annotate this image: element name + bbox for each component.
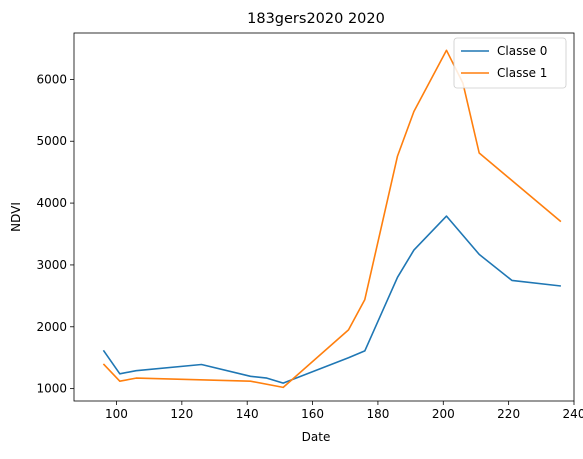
series-line-1 bbox=[102, 49, 562, 389]
x-tick-label: 160 bbox=[301, 407, 324, 421]
y-tick-label: 1000 bbox=[36, 382, 67, 396]
y-tick-label: 4000 bbox=[36, 196, 67, 210]
chart-title: 183gers2020 2020 bbox=[247, 11, 385, 27]
y-tick-label: 3000 bbox=[36, 258, 67, 272]
plot-area: 100 120 140 160 180 200 220 240 1000 2000 3000 4000… bbox=[36, 32, 583, 421]
x-axis-label: Date bbox=[302, 430, 331, 444]
x-tick-label: 100 bbox=[105, 407, 128, 421]
plot-frame bbox=[73, 32, 575, 402]
x-tick-label: 200 bbox=[432, 407, 455, 421]
legend-label-1: Classe 1 bbox=[497, 66, 547, 80]
legend-label-0: Classe 0 bbox=[497, 44, 547, 58]
x-tick-label: 240 bbox=[563, 407, 583, 421]
series-line-0 bbox=[102, 215, 561, 384]
y-axis-label: NDVI bbox=[9, 202, 23, 232]
legend: Classe 0 Classe 1 bbox=[453, 37, 567, 89]
y-tick-label: 2000 bbox=[36, 320, 67, 334]
x-tick-label: 120 bbox=[170, 407, 193, 421]
x-tick-label: 220 bbox=[497, 407, 520, 421]
y-tick-label: 5000 bbox=[36, 134, 67, 148]
x-tick-label: 140 bbox=[236, 407, 259, 421]
x-tick-label: 180 bbox=[366, 407, 389, 421]
y-tick-label: 6000 bbox=[36, 72, 67, 86]
